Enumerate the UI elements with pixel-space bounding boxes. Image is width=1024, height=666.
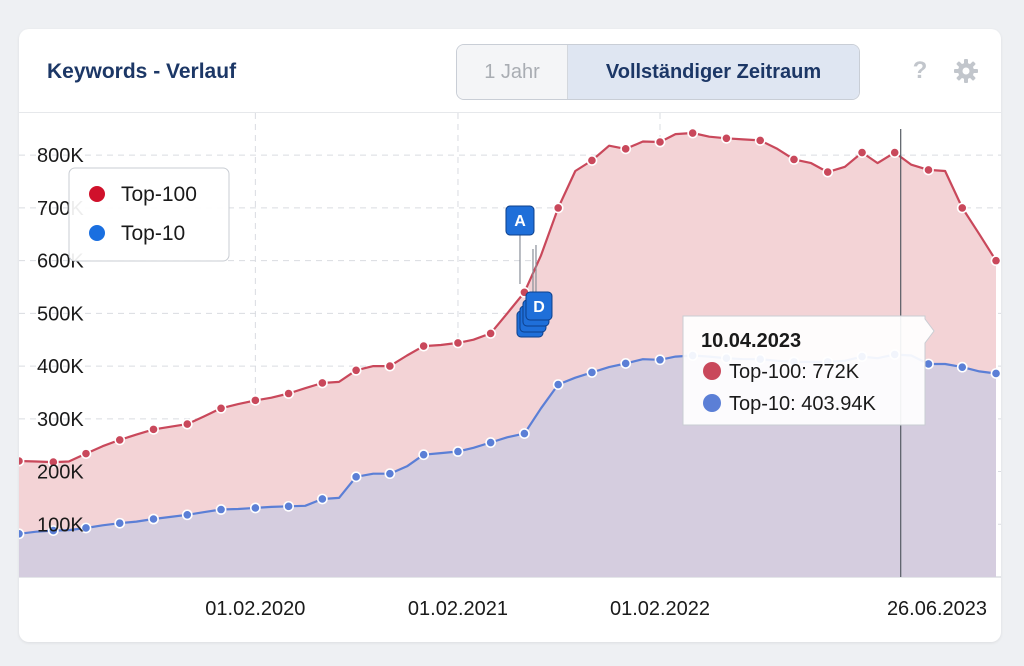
top10-point bbox=[316, 493, 328, 505]
x-tick-label: 01.02.2020 bbox=[205, 598, 305, 620]
top10-point bbox=[148, 513, 159, 525]
top100-point bbox=[249, 394, 261, 406]
top100-point bbox=[452, 337, 464, 349]
y-tick-label: 500K bbox=[37, 303, 84, 325]
card-header: Keywords - Verlauf 1 Jahr Vollständiger … bbox=[19, 29, 1001, 113]
question-icon[interactable]: ? bbox=[912, 57, 928, 84]
top100-point bbox=[754, 135, 766, 146]
top10-point bbox=[418, 449, 430, 461]
top10-point bbox=[452, 446, 464, 457]
top10-point bbox=[181, 509, 193, 521]
range-toggle: 1 Jahr Vollständiger Zeitraum bbox=[456, 44, 860, 100]
top10-point bbox=[350, 471, 362, 483]
top10-point bbox=[47, 525, 59, 536]
event-marker-d-label: D bbox=[533, 299, 545, 316]
top100-point bbox=[485, 327, 497, 339]
top100-point bbox=[990, 255, 1001, 267]
top100-point bbox=[923, 164, 934, 176]
top10-point bbox=[586, 367, 598, 378]
y-tick-label: 100K bbox=[37, 514, 84, 536]
x-tick-label: 26.06.2023 bbox=[887, 598, 987, 620]
top100-point bbox=[19, 455, 25, 467]
x-tick-label: 01.02.2021 bbox=[408, 598, 508, 620]
top100-point bbox=[889, 147, 901, 158]
top100-point bbox=[552, 202, 564, 214]
top100-point bbox=[586, 155, 598, 166]
keywords-history-card: Keywords - Verlauf 1 Jahr Vollständiger … bbox=[19, 29, 1001, 642]
tooltip-swatch-top100 bbox=[703, 362, 721, 380]
x-tick-label: 01.02.2022 bbox=[610, 598, 710, 620]
top10-point bbox=[485, 437, 497, 448]
top100-point bbox=[47, 456, 59, 468]
legend-label-top10: Top-10 bbox=[121, 222, 185, 245]
top100-point bbox=[788, 153, 800, 165]
top10-point bbox=[990, 368, 1001, 379]
top100-point bbox=[80, 448, 92, 460]
top100-point bbox=[687, 127, 699, 139]
top10-point bbox=[249, 502, 261, 514]
top100-point bbox=[721, 132, 732, 144]
top10-point bbox=[654, 354, 666, 366]
top100-point bbox=[822, 166, 834, 178]
top100-point bbox=[350, 364, 362, 376]
top100-point bbox=[856, 147, 868, 158]
top10-point bbox=[215, 504, 227, 515]
top100-point bbox=[384, 360, 396, 372]
top100-point bbox=[316, 377, 328, 389]
top10-point bbox=[956, 361, 968, 373]
top10-point bbox=[283, 500, 294, 512]
top10-point bbox=[384, 468, 396, 480]
y-tick-label: 800K bbox=[37, 145, 84, 167]
top10-point bbox=[19, 528, 25, 540]
top100-line bbox=[19, 131, 997, 464]
top10-point bbox=[114, 517, 126, 529]
top10-point bbox=[552, 379, 564, 390]
top100-point bbox=[215, 402, 227, 414]
top100-point bbox=[181, 418, 193, 430]
top100-point bbox=[148, 423, 159, 435]
top10-point bbox=[620, 358, 632, 369]
event-marker-a-label: A bbox=[514, 213, 526, 230]
y-tick-label: 400K bbox=[37, 356, 84, 378]
legend-swatch-top100 bbox=[89, 186, 105, 202]
legend-box bbox=[68, 167, 230, 262]
tooltip-row-top10: Top-10: 403.94K bbox=[729, 393, 876, 415]
legend-swatch-top10 bbox=[89, 225, 105, 241]
top10-point bbox=[518, 428, 530, 439]
card-title: Keywords - Verlauf bbox=[47, 60, 237, 83]
tooltip-box bbox=[682, 315, 935, 426]
top100-point bbox=[620, 143, 632, 155]
y-tick-label: 200K bbox=[37, 462, 84, 484]
top100-point bbox=[418, 340, 430, 352]
event-marker-d bbox=[525, 291, 553, 321]
event-marker-a bbox=[505, 205, 535, 236]
top10-point bbox=[80, 522, 92, 534]
tooltip-row-top100: Top-100: 772K bbox=[729, 361, 860, 383]
tooltip-swatch-top10 bbox=[703, 394, 721, 412]
top100-point bbox=[114, 434, 126, 446]
gear-icon[interactable] bbox=[952, 57, 980, 85]
gear-icon-shape bbox=[954, 59, 978, 83]
range-option-full[interactable]: Vollständiger Zeitraum bbox=[568, 45, 859, 99]
top100-point bbox=[283, 388, 294, 399]
top100-point bbox=[956, 202, 968, 214]
legend-label-top100: Top-100 bbox=[121, 183, 197, 206]
range-option-1-year[interactable]: 1 Jahr bbox=[457, 45, 568, 99]
top100-point bbox=[654, 136, 666, 148]
y-tick-label: 300K bbox=[37, 409, 84, 431]
tooltip-date: 10.04.2023 bbox=[701, 330, 801, 352]
